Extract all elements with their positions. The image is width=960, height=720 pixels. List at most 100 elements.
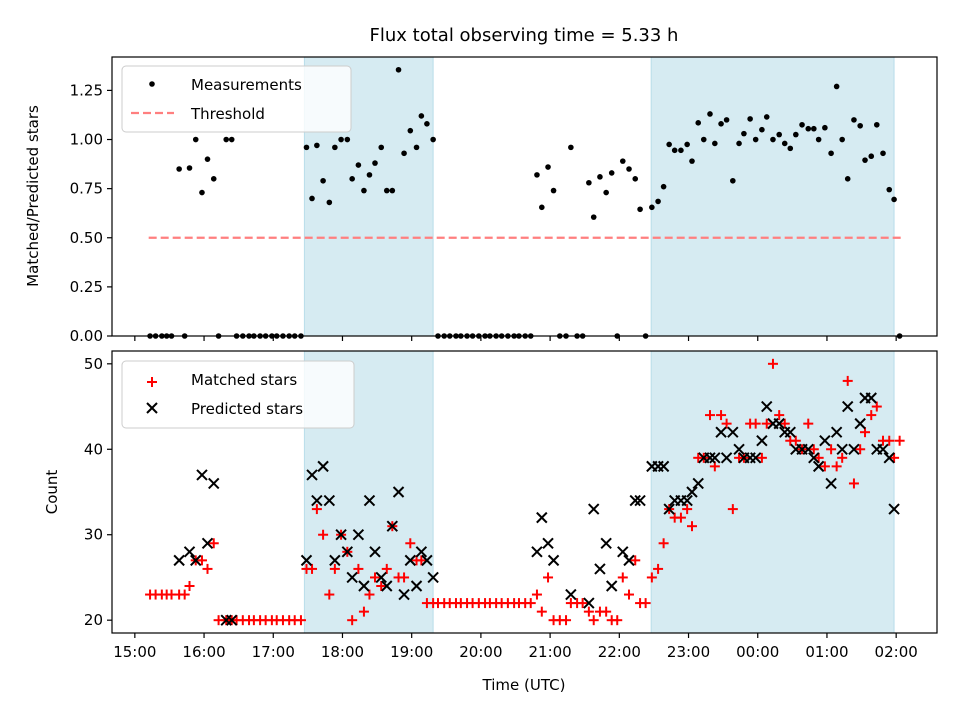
x-tick-label: 23:00 — [667, 643, 710, 661]
measurement-point — [590, 214, 597, 220]
x-tick-label: 21:00 — [528, 643, 571, 661]
measurement-point — [707, 111, 713, 117]
predicted-star-point — [588, 503, 600, 515]
predicted-star-point — [808, 452, 820, 464]
top-legend-box — [121, 65, 352, 133]
bottom-axes-frame — [111, 350, 938, 634]
measurement-point — [309, 195, 315, 202]
matched-stars-series — [145, 358, 905, 626]
predicted-star-point — [329, 554, 341, 567]
matched-star-point — [790, 435, 801, 446]
predicted-star-point — [363, 494, 376, 507]
bottom-x-ticks: 15:00 16:00 17:00 18:00 19:00 20:00 21:00 22:00… — [113, 633, 918, 661]
measurement-point — [718, 121, 724, 127]
predicted-star-point — [386, 520, 399, 532]
matched-star-point — [347, 615, 358, 626]
predicted-star-point — [542, 537, 554, 549]
measurement-point — [395, 66, 402, 73]
matched-star-point — [630, 555, 641, 566]
predicted-star-point — [190, 554, 202, 567]
measurement-point — [366, 172, 373, 178]
top-y-axis-label: Matched/Predicted stars — [24, 105, 42, 287]
measurement-point — [655, 198, 661, 205]
predicted-star-point — [692, 477, 704, 490]
measurement-point — [186, 165, 193, 171]
measurement-point — [637, 206, 643, 213]
legend-predicted-marker — [146, 402, 158, 414]
predicted-star-point — [681, 494, 693, 507]
predicted-star-point — [773, 417, 785, 430]
matched-star-point — [324, 589, 335, 600]
measurement-point — [355, 162, 362, 168]
x-tick-label: 17:00 — [252, 643, 295, 661]
predicted-star-point — [854, 417, 866, 430]
legend-measurements-label: Measurements — [191, 76, 302, 94]
measurement-point — [793, 131, 799, 138]
matched-star-point — [561, 615, 572, 626]
measurement-point — [332, 144, 338, 151]
predicted-star-point — [196, 469, 208, 481]
matched-star-point — [826, 444, 837, 455]
legend-threshold-label: Threshold — [190, 105, 265, 123]
matched-star-point — [577, 598, 588, 609]
measurement-point — [372, 160, 378, 166]
measurement-point — [839, 136, 845, 143]
measurement-point — [320, 177, 326, 184]
predicted-star-point — [819, 435, 831, 447]
matched-star-point — [416, 555, 427, 566]
predicted-star-point — [784, 426, 796, 438]
measurement-point — [689, 158, 695, 164]
predicted-star-point — [888, 503, 900, 515]
measurement-point — [608, 170, 615, 176]
predicted-star-point — [761, 400, 773, 413]
matched-star-point — [543, 572, 554, 583]
top-legend: Measurements Threshold — [121, 65, 352, 133]
predicted-star-point — [346, 571, 358, 584]
measurement-point — [787, 145, 794, 152]
matched-star-point — [381, 563, 392, 574]
matched-star-point — [370, 572, 381, 583]
matched-star-point — [774, 410, 785, 421]
measurement-point — [695, 120, 702, 126]
matched-star-point — [536, 606, 547, 617]
measurement-point — [603, 189, 609, 196]
measurement-point — [873, 121, 880, 128]
matched-star-point — [704, 410, 715, 421]
measurement-point — [401, 150, 407, 157]
measurement-point — [424, 121, 430, 127]
matched-star-point — [894, 435, 905, 446]
predicted-star-point — [306, 469, 318, 481]
predicted-star-point — [883, 452, 895, 464]
measurement-point — [723, 117, 730, 123]
bottom-panel: 20 30 40 50 15:00 16:00 17:00 18:00 19:00 20:00 2… — [43, 350, 938, 694]
predicted-star-point — [812, 460, 825, 473]
predicted-star-point — [352, 529, 365, 541]
y-tick-label: 0.75 — [70, 180, 103, 198]
measurement-point — [586, 179, 592, 186]
measurement-point — [730, 177, 736, 184]
matched-star-point — [208, 538, 219, 549]
bottom-legend-box — [121, 360, 355, 429]
predicted-star-point — [830, 426, 843, 438]
predicted-star-point — [704, 452, 716, 464]
predicted-star-point — [657, 460, 670, 473]
matched-star-point — [813, 452, 824, 463]
measurement-point — [736, 140, 742, 147]
matched-star-point — [808, 444, 819, 455]
matched-star-point — [889, 452, 900, 463]
measurement-point — [545, 164, 551, 170]
measurement-point — [619, 158, 626, 164]
predicted-star-point — [381, 580, 393, 592]
measurement-point — [822, 124, 828, 131]
matched-star-point — [583, 606, 594, 617]
measurement-point — [632, 176, 639, 182]
measurement-point — [649, 204, 655, 211]
matched-star-point — [750, 418, 761, 429]
measurement-point — [868, 153, 875, 160]
matched-star-point — [767, 358, 778, 369]
top-y-ticks: 0.00 0.25 0.50 0.75 1.00 1.25 — [70, 81, 112, 345]
predicted-star-point — [629, 494, 641, 507]
measurement-point — [534, 172, 540, 178]
shaded-interval — [650, 56, 895, 337]
bottom-shaded-intervals — [303, 350, 895, 634]
